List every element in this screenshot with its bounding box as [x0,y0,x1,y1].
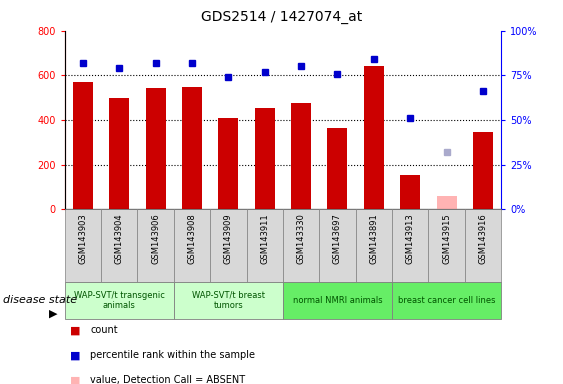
Bar [392,282,501,319]
Text: GSM143906: GSM143906 [151,213,160,264]
Bar [218,118,238,209]
Bar [319,209,356,282]
Bar [283,209,319,282]
Bar [137,209,174,282]
Text: normal NMRI animals: normal NMRI animals [293,296,382,305]
Text: percentile rank within the sample: percentile rank within the sample [90,350,255,360]
Text: GSM143697: GSM143697 [333,213,342,264]
Bar [146,88,166,209]
Text: GSM143904: GSM143904 [115,213,124,263]
Bar [247,209,283,282]
Bar [364,66,384,209]
Text: WAP-SVT/t transgenic
animals: WAP-SVT/t transgenic animals [74,291,165,310]
Text: count: count [90,325,118,335]
Bar [283,282,392,319]
Bar [174,209,210,282]
Bar [464,209,501,282]
Text: GSM143913: GSM143913 [406,213,415,264]
Bar [328,128,347,209]
Bar [436,196,457,209]
Bar [65,282,174,319]
Text: ▶: ▶ [49,309,58,319]
Text: WAP-SVT/t breast
tumors: WAP-SVT/t breast tumors [192,291,265,310]
Text: ■: ■ [70,325,81,335]
Text: ■: ■ [70,375,81,384]
Text: GSM143908: GSM143908 [187,213,196,264]
Bar [473,132,493,209]
Text: GSM143911: GSM143911 [260,213,269,263]
Bar [109,98,129,209]
Bar [210,209,247,282]
Bar [174,282,283,319]
Text: GSM143916: GSM143916 [479,213,488,264]
Text: GSM143330: GSM143330 [297,213,306,264]
Bar [291,103,311,209]
Bar [400,175,420,209]
Text: value, Detection Call = ABSENT: value, Detection Call = ABSENT [90,375,245,384]
Text: disease state: disease state [3,295,77,306]
Text: ■: ■ [70,350,81,360]
Bar [254,108,275,209]
Bar [356,209,392,282]
Bar [73,82,93,209]
Text: GSM143915: GSM143915 [442,213,451,263]
Bar [65,209,101,282]
Text: GSM143891: GSM143891 [369,213,378,264]
Bar [392,209,428,282]
Text: GSM143903: GSM143903 [78,213,87,264]
Bar [101,209,137,282]
Text: GSM143909: GSM143909 [224,213,233,263]
Bar [182,86,202,209]
Bar [428,209,464,282]
Text: breast cancer cell lines: breast cancer cell lines [398,296,495,305]
Text: GDS2514 / 1427074_at: GDS2514 / 1427074_at [201,10,362,23]
